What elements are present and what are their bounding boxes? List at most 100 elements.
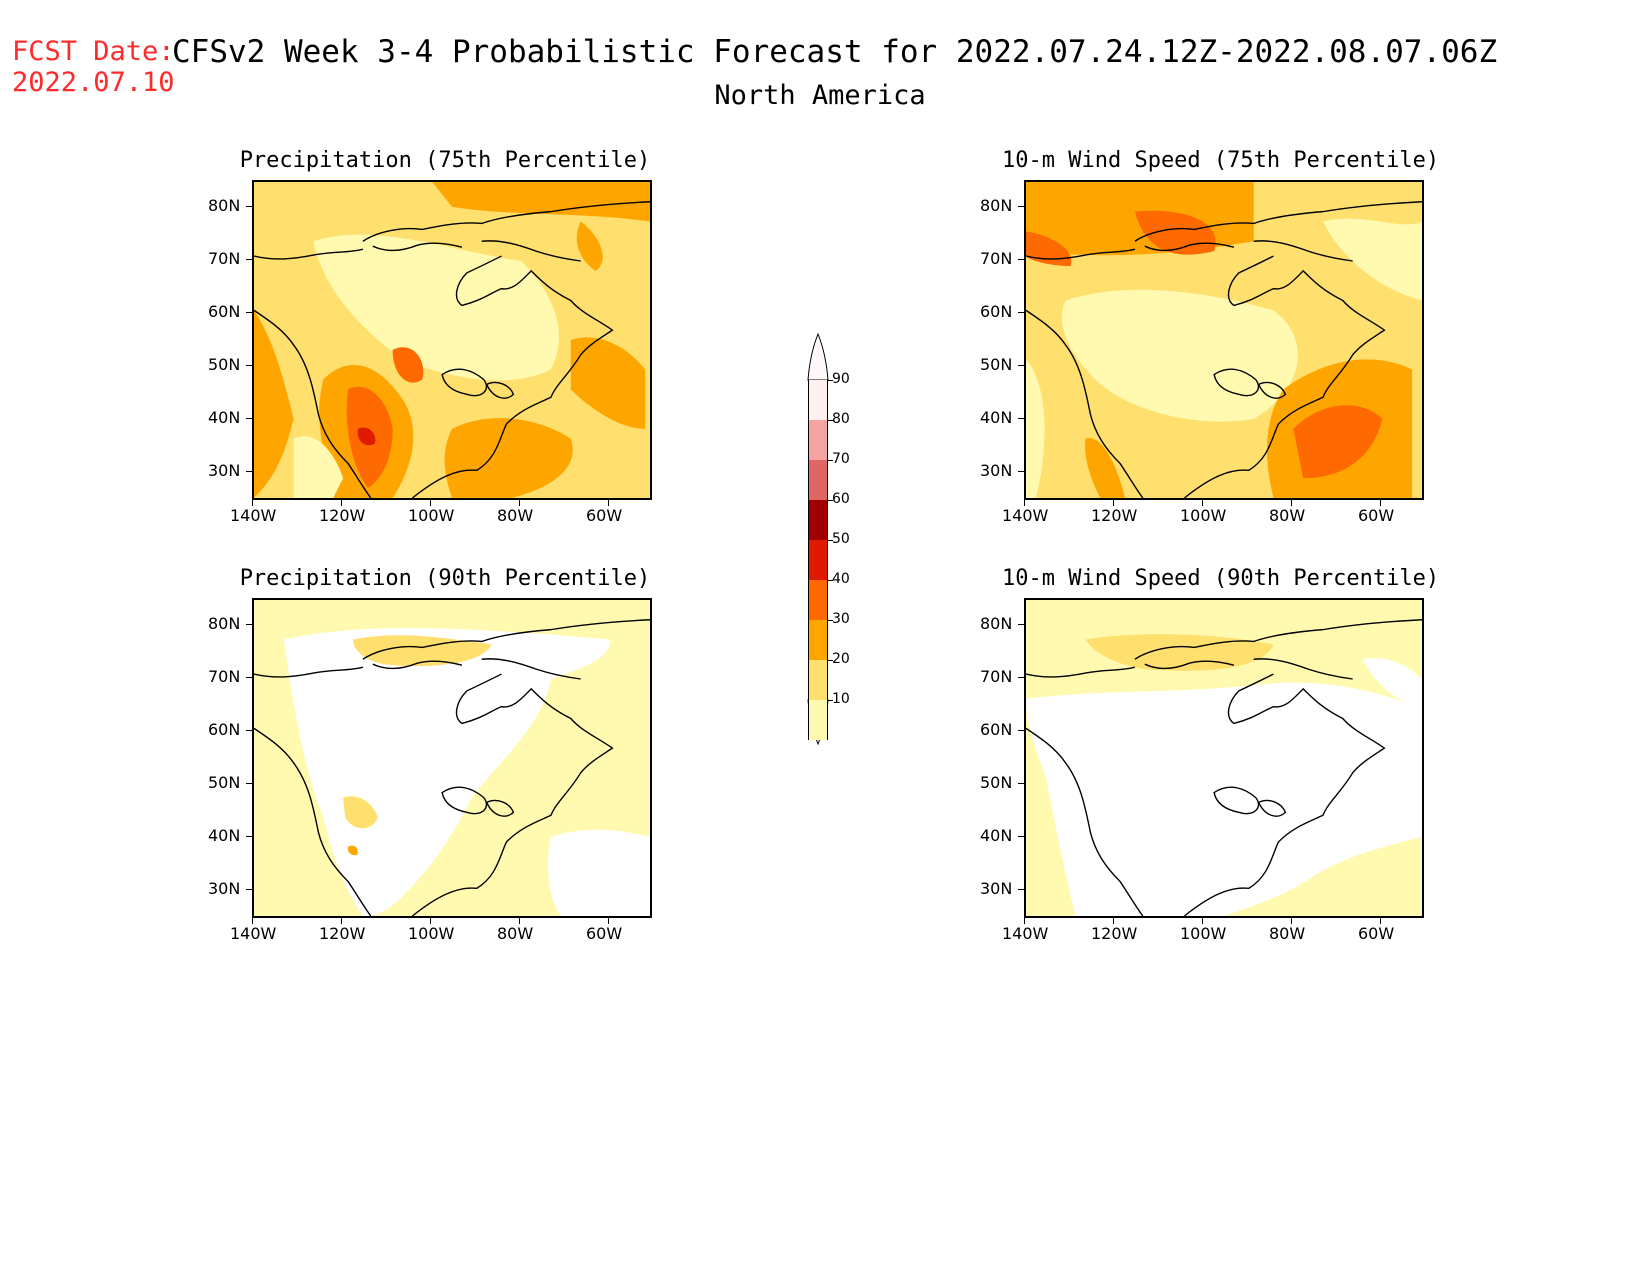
latitude-tick [246,206,252,207]
latitude-label: 30N [208,879,241,898]
coastline [254,309,372,498]
colorbar-segment [808,420,828,460]
longitude-label: 100W [408,506,455,525]
coastline [1026,248,1136,260]
probability-shading [548,829,650,916]
probability-shading [283,628,611,916]
colorbar-segment [808,700,828,740]
longitude-tick [1024,500,1025,506]
probability-shading [347,845,358,856]
probability-shading [576,221,603,271]
latitude-tick [246,889,252,890]
latitude-tick [246,471,252,472]
latitude-label: 80N [980,614,1013,633]
latitude-label: 60N [980,302,1013,321]
map-svg [254,600,650,916]
map-plot-area [1024,180,1424,500]
coastline [254,727,372,916]
longitude-label: 80W [497,924,534,943]
colorbar-tick [828,500,833,501]
longitude-label: 100W [1180,924,1227,943]
map-plot-area [252,598,652,918]
latitude-label: 50N [208,773,241,792]
longitude-label: 120W [319,924,366,943]
coastline [254,666,364,678]
panel-precip-90: Precipitation (90th Percentile) 80N 70N 60… [208,566,660,943]
probability-shading [1061,289,1298,422]
longitude-label: 120W [319,506,366,525]
coastline [362,201,650,242]
colorbar-label: 70 [832,451,850,467]
latitude-tick [246,365,252,366]
map-svg [1026,182,1422,498]
latitude-label: 60N [208,302,241,321]
latitude-label: 40N [980,408,1013,427]
longitude-tick [341,918,342,924]
longitude-label: 140W [1002,506,1049,525]
colorbar-label: 60 [832,491,850,507]
colorbar-segment [808,460,828,500]
longitude-label: 140W [230,506,277,525]
colorbar-label: 50 [832,531,850,547]
longitude-label: 120W [1091,506,1138,525]
latitude-tick [246,677,252,678]
latitude-tick [1018,206,1024,207]
longitude-tick [519,918,520,924]
longitude-tick [519,500,520,506]
longitude-label: 100W [408,924,455,943]
probability-shading [1026,682,1422,916]
probability-shading [1362,658,1422,709]
coastline [1026,666,1136,678]
longitude-tick [1202,918,1203,924]
longitude-tick [430,918,431,924]
latitude-tick [1018,259,1024,260]
longitude-tick [252,918,253,924]
latitude-tick [246,730,252,731]
longitude-label: 80W [497,506,534,525]
coastline [1213,368,1260,397]
colorbar-segment [808,380,828,420]
latitude-label: 40N [208,408,241,427]
coastline [1213,786,1260,815]
coastline [1183,255,1386,498]
colorbar-label: 90 [832,371,850,387]
latitude-tick [246,836,252,837]
longitude-label: 80W [1269,924,1306,943]
latitude-label: 80N [208,196,241,215]
panel-title: 10-m Wind Speed (90th Percentile) [1002,566,1440,591]
probability-shading [357,427,376,446]
latitude-tick [246,312,252,313]
latitude-label: 80N [980,196,1013,215]
longitude-tick [1113,500,1114,506]
longitude-label: 60W [586,506,623,525]
coastline [441,368,488,397]
longitude-tick [1202,500,1203,506]
latitude-tick [1018,889,1024,890]
colorbar-segment [808,660,828,700]
coastline [254,248,364,260]
longitude-tick [252,500,253,506]
colorbar-label: 10 [832,691,850,707]
panel-wind-90: 10-m Wind Speed (90th Percentile) 80N 70N… [980,566,1440,943]
coastline [1183,673,1386,916]
latitude-label: 30N [980,879,1013,898]
latitude-label: 60N [208,720,241,739]
coastline [411,255,614,498]
probability-shading [293,436,344,498]
forecast-date-block: FCST Date: 2022.07.10 [12,36,175,98]
probability-shading [313,234,559,381]
probability-shading [1026,359,1045,498]
longitude-tick [608,500,609,506]
panel-wind-75: 10-m Wind Speed (75th Percentile) 80N 70N… [980,148,1439,525]
latitude-tick [246,624,252,625]
latitude-label: 70N [980,667,1013,686]
coastline [1144,242,1235,252]
latitude-label: 50N [980,355,1013,374]
panel-precip-75: Precipitation (75th Percentile) 80N 70N 60… [208,148,660,525]
coastline [441,786,488,815]
colorbar-tick [828,660,833,661]
colorbar-legend: 90 80 70 60 50 40 30 20 10 [807,332,868,746]
map-plot-area [252,180,652,500]
colorbar-tick [828,460,833,461]
latitude-tick [1018,836,1024,837]
